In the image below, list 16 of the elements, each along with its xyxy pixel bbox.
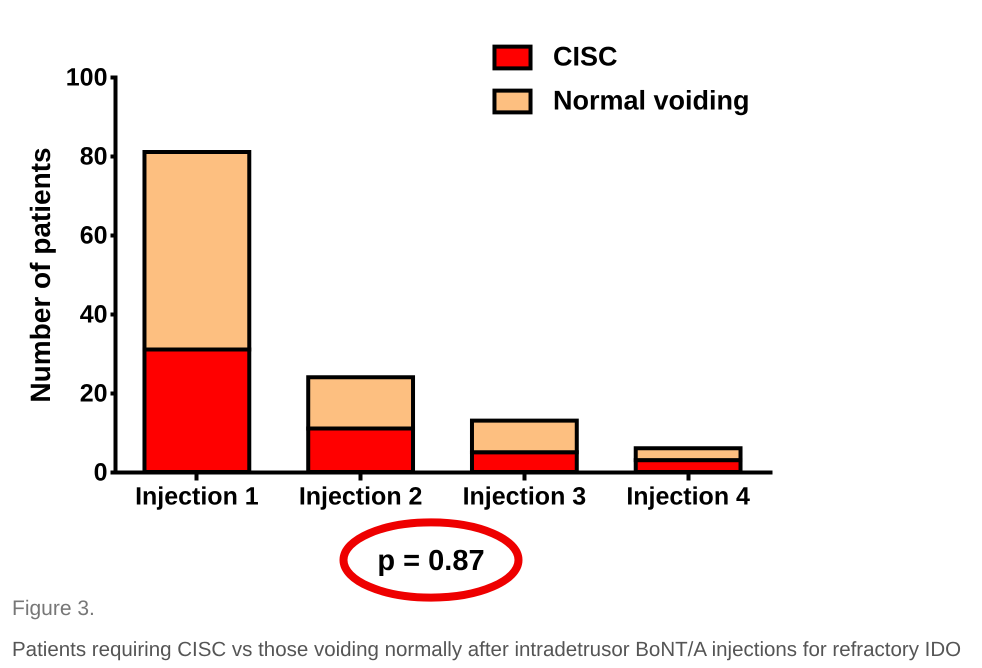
legend-label: Normal voiding [553,86,750,116]
x-tick-label: Injection 1 [135,482,259,510]
text: Patients requiring CISC vs those voiding normally after intradetrusor BoNT/A injections for refractory IDO [12,638,962,661]
y-tick-label: 0 [94,458,108,486]
y-tick-label: 80 [80,142,108,170]
legend-label: CISC [553,42,618,72]
caption: Figure 3. [12,597,95,620]
text: p = 0.87 [377,545,485,577]
y-tick-label: 60 [80,222,108,250]
x-tick-label: Injection 2 [298,482,422,510]
y-tick-label: 40 [80,300,108,328]
x-tick-label: Injection 3 [462,482,586,510]
y-tick-label: 20 [80,380,108,408]
x-tick-label: Injection 4 [626,482,750,510]
y-tick-label: 100 [66,64,108,92]
y-axis-title: Number of patients [24,147,56,403]
